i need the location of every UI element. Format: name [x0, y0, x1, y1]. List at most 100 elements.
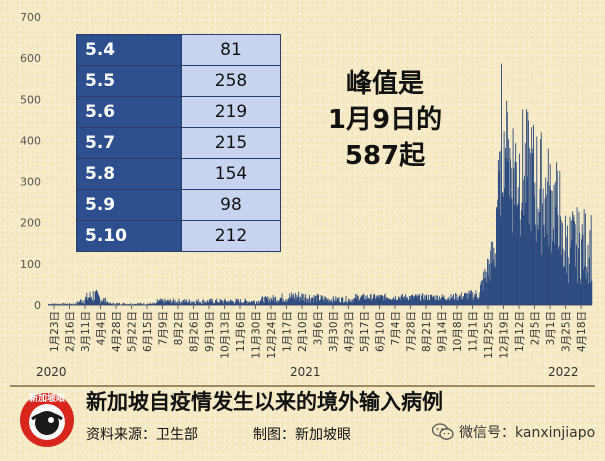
x-tick-label: 5月22日	[127, 311, 139, 352]
bar	[218, 303, 220, 305]
bar	[164, 298, 166, 305]
bar	[221, 300, 223, 305]
bar	[441, 294, 443, 305]
bar	[296, 294, 298, 305]
bar	[380, 295, 382, 305]
bar	[193, 301, 195, 305]
bar	[399, 297, 401, 305]
bar	[367, 298, 369, 305]
bar	[106, 301, 108, 305]
bar	[416, 295, 417, 305]
bar	[549, 164, 551, 305]
table-date-cell: 5.5	[76, 65, 182, 97]
bar	[284, 301, 286, 305]
bar	[340, 302, 342, 305]
table-row: 5.9 98	[76, 189, 281, 221]
bar	[414, 295, 416, 305]
bar	[192, 301, 194, 305]
bar	[53, 303, 55, 305]
bar	[194, 304, 196, 305]
bar	[342, 298, 344, 305]
bar	[586, 272, 588, 305]
bar	[393, 298, 395, 305]
bar	[551, 190, 553, 305]
bar	[456, 293, 458, 305]
bar	[220, 300, 222, 305]
bar	[543, 225, 545, 305]
bar	[453, 294, 455, 305]
bar	[117, 302, 119, 305]
bar	[401, 294, 403, 305]
x-tick-label: 6月10日	[375, 311, 387, 352]
chart-title: 新加坡自疫情发生以来的境外输入病例	[86, 390, 443, 414]
bar	[446, 299, 448, 305]
bar	[443, 295, 445, 305]
bar	[330, 299, 332, 305]
bar	[359, 298, 361, 305]
bar	[82, 300, 84, 305]
bar	[188, 299, 190, 305]
bar	[462, 295, 464, 305]
bar	[268, 300, 270, 305]
bar	[204, 301, 206, 305]
bar	[525, 203, 527, 305]
bar	[92, 300, 94, 305]
bar	[297, 296, 299, 305]
bar	[213, 302, 215, 305]
bar	[129, 304, 131, 305]
x-tick-label: 10月8日	[452, 311, 464, 352]
bar	[231, 301, 232, 305]
bar	[368, 298, 369, 305]
bar	[476, 297, 478, 305]
bar	[460, 296, 462, 305]
bar	[590, 282, 591, 305]
bar	[465, 292, 467, 305]
bar	[135, 303, 137, 305]
x-tick-label: 11月30日	[251, 311, 263, 359]
bar	[272, 300, 273, 305]
bar	[332, 302, 334, 305]
bar	[374, 295, 376, 305]
bar	[350, 301, 351, 305]
bar	[280, 297, 282, 305]
bar	[535, 224, 536, 305]
bar	[59, 303, 61, 305]
bar	[458, 299, 460, 305]
bar	[240, 302, 242, 305]
bar	[477, 298, 479, 305]
bar	[469, 293, 471, 305]
bar	[250, 301, 252, 305]
bar	[172, 298, 174, 305]
bar	[157, 301, 159, 305]
peak-annotation: 峰值是 1月9日的 587起	[300, 66, 470, 174]
bar	[513, 168, 515, 305]
bar	[77, 302, 79, 305]
bar	[182, 302, 184, 305]
bar	[158, 301, 159, 305]
bar	[339, 302, 341, 305]
bar	[432, 296, 434, 305]
table-row: 5.6 219	[76, 96, 281, 128]
bar	[106, 302, 108, 305]
bar	[548, 245, 550, 305]
bar	[375, 299, 376, 305]
bar	[94, 291, 96, 305]
bar	[299, 296, 301, 305]
bar	[407, 297, 408, 305]
bar	[417, 295, 419, 305]
bar	[439, 300, 441, 305]
bar	[567, 225, 568, 305]
bar	[435, 299, 437, 305]
x-tick-label: 3月6日	[313, 311, 325, 345]
table-value-cell: 215	[181, 127, 281, 159]
bar	[588, 257, 590, 305]
bar	[484, 268, 486, 305]
bar	[293, 297, 295, 305]
bar	[577, 283, 579, 305]
bar	[269, 298, 271, 305]
x-tick-label: 11月25日	[483, 311, 495, 359]
bar	[362, 295, 364, 305]
bar	[529, 153, 531, 305]
bar	[397, 300, 399, 305]
bar	[317, 295, 319, 305]
